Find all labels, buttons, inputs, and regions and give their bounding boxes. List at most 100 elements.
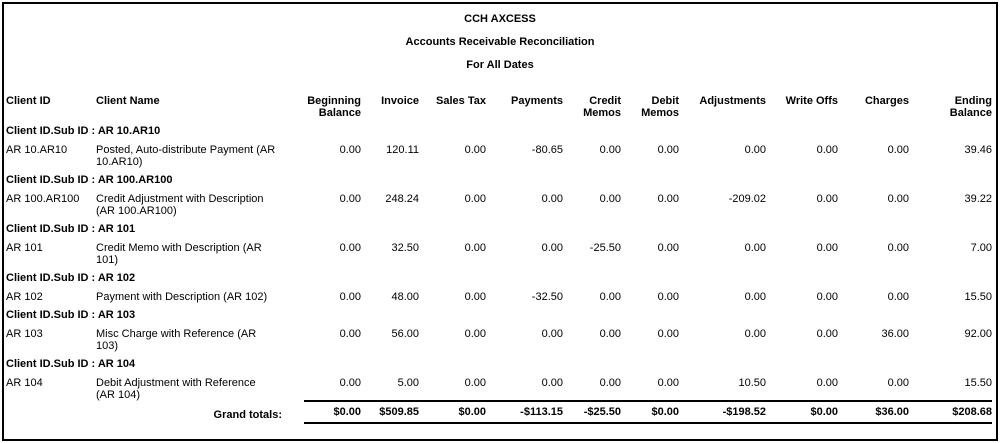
group-header-row: Client ID.Sub ID : AR 102 — [6, 266, 992, 284]
column-header-debit-memos: Debit Memos — [641, 95, 679, 119]
group-header-row: Client ID.Sub ID : AR 104 — [6, 352, 992, 370]
client-id-cell: AR 104 — [6, 377, 43, 389]
grand-total-ending-balance: $208.68 — [909, 400, 992, 424]
amount-cell: 0.00 — [816, 377, 838, 389]
amount-cell: 0.00 — [599, 328, 621, 340]
amount-cell: 0.00 — [816, 291, 838, 303]
grand-total-write-offs: $0.00 — [766, 400, 838, 424]
amount-cell: 10.50 — [738, 377, 766, 389]
table-row: AR 101 Credit Memo with Description (AR 1… — [6, 235, 992, 266]
amount-cell: 56.00 — [391, 328, 419, 340]
grand-total-charges: $36.00 — [838, 400, 909, 424]
amount-cell: 0.00 — [464, 291, 486, 303]
amount-cell: 0.00 — [816, 144, 838, 156]
grand-total-sales-tax: $0.00 — [419, 400, 486, 424]
amount-cell: 0.00 — [464, 328, 486, 340]
report-title: CCH AXCESS — [464, 13, 536, 25]
amount-cell: 0.00 — [657, 377, 679, 389]
client-name-cell: Credit Adjustment with Description (AR 1… — [96, 193, 264, 217]
client-id-cell: AR 102 — [6, 291, 43, 303]
client-id-cell: AR 103 — [6, 328, 43, 340]
client-name-cell: Credit Memo with Description (AR 101) — [96, 242, 262, 266]
amount-cell: 120.11 — [386, 144, 419, 156]
grand-totals-label: Grand totals: — [213, 409, 282, 421]
amount-cell: 0.00 — [464, 144, 486, 156]
amount-cell: 0.00 — [541, 242, 563, 254]
amount-cell: 0.00 — [744, 144, 766, 156]
amount-cell: 0.00 — [599, 144, 621, 156]
group-header-label: Client ID.Sub ID : AR 100.AR100 — [6, 174, 173, 186]
grand-total-beginning-balance: $0.00 — [304, 400, 361, 424]
reconciliation-table: Client ID Client Name Beginning Balance … — [6, 83, 992, 424]
grand-total-payments: -$113.15 — [486, 400, 563, 424]
client-id-cell: AR 10.AR10 — [6, 144, 68, 156]
report-subtitle: Accounts Receivable Reconciliation — [405, 36, 595, 48]
amount-cell: 39.46 — [964, 144, 992, 156]
amount-cell: 0.00 — [339, 144, 361, 156]
amount-cell: 15.50 — [964, 377, 992, 389]
amount-cell: 36.00 — [881, 328, 909, 340]
client-id-cell: AR 101 — [6, 242, 43, 254]
column-header-invoice: Invoice — [381, 95, 419, 107]
amount-cell: 0.00 — [541, 328, 563, 340]
table-row: AR 102 Payment with Description (AR 102) 0… — [6, 284, 992, 303]
client-name-cell: Payment with Description (AR 102) — [96, 291, 268, 303]
grand-totals-row: Grand totals: $0.00 $509.85 $0.00 -$113.… — [6, 400, 992, 424]
group-header-row: Client ID.Sub ID : AR 100.AR100 — [6, 168, 992, 186]
client-name-cell: Posted, Auto-distribute Payment (AR 10.A… — [96, 144, 276, 168]
amount-cell: -209.02 — [728, 193, 766, 205]
table-body: Client ID.Sub ID : AR 10.AR10 AR 10.AR10 P… — [6, 119, 992, 402]
client-name-cell: Debit Adjustment with Reference (AR 104) — [96, 377, 256, 401]
amount-cell: 0.00 — [744, 291, 766, 303]
amount-cell: 0.00 — [887, 193, 909, 205]
amount-cell: 0.00 — [744, 328, 766, 340]
column-header-sales-tax: Sales Tax — [436, 95, 486, 107]
amount-cell: 0.00 — [744, 242, 766, 254]
amount-cell: 0.00 — [657, 291, 679, 303]
grand-total-debit-memos: $0.00 — [621, 400, 679, 424]
report-header: CCH AXCESS Accounts Receivable Reconcili… — [4, 4, 996, 83]
amount-cell: 39.22 — [964, 193, 992, 205]
table-row: AR 103 Misc Charge with Reference (AR 103… — [6, 321, 992, 352]
amount-cell: 0.00 — [599, 291, 621, 303]
group-header-label: Client ID.Sub ID : AR 103 — [6, 309, 136, 321]
report-date-range: For All Dates — [466, 59, 534, 71]
column-header-charges: Charges — [864, 95, 909, 107]
amount-cell: 248.24 — [385, 193, 419, 205]
column-header-credit-memos: Credit Memos — [583, 95, 621, 119]
amount-cell: 0.00 — [339, 291, 361, 303]
amount-cell: 0.00 — [339, 377, 361, 389]
table-row: AR 10.AR10 Posted, Auto-distribute Paymen… — [6, 137, 992, 168]
amount-cell: -25.50 — [589, 242, 621, 254]
amount-cell: 7.00 — [970, 242, 992, 254]
client-id-cell: AR 100.AR100 — [6, 193, 80, 205]
column-header-ending-balance: Ending Balance — [949, 95, 992, 119]
amount-cell: 48.00 — [391, 291, 419, 303]
amount-cell: 0.00 — [816, 193, 838, 205]
amount-cell: 0.00 — [657, 144, 679, 156]
client-name-cell: Misc Charge with Reference (AR 103) — [96, 328, 257, 352]
column-header-client-name: Client Name — [96, 95, 160, 107]
table-row: AR 104 Debit Adjustment with Reference (A… — [6, 370, 992, 401]
amount-cell: 0.00 — [339, 328, 361, 340]
amount-cell: 92.00 — [964, 328, 992, 340]
group-header-label: Client ID.Sub ID : AR 104 — [6, 358, 136, 370]
column-header-payments: Payments — [511, 95, 563, 107]
amount-cell: 0.00 — [887, 144, 909, 156]
group-header-row: Client ID.Sub ID : AR 10.AR10 — [6, 119, 992, 137]
column-header-adjustments: Adjustments — [699, 95, 766, 107]
grand-total-invoice: $509.85 — [361, 400, 419, 424]
amount-cell: -32.50 — [531, 291, 563, 303]
amount-cell: 0.00 — [887, 377, 909, 389]
amount-cell: 0.00 — [657, 328, 679, 340]
amount-cell: 5.00 — [397, 377, 419, 389]
column-header-beginning-balance: Beginning Balance — [307, 95, 361, 119]
column-header-write-offs: Write Offs — [785, 95, 838, 107]
amount-cell: 0.00 — [887, 242, 909, 254]
amount-cell: 0.00 — [541, 193, 563, 205]
amount-cell: 0.00 — [599, 193, 621, 205]
group-header-label: Client ID.Sub ID : AR 10.AR10 — [6, 125, 161, 137]
amount-cell: 0.00 — [464, 193, 486, 205]
column-header-client-id: Client ID — [6, 95, 51, 107]
amount-cell: 0.00 — [657, 242, 679, 254]
